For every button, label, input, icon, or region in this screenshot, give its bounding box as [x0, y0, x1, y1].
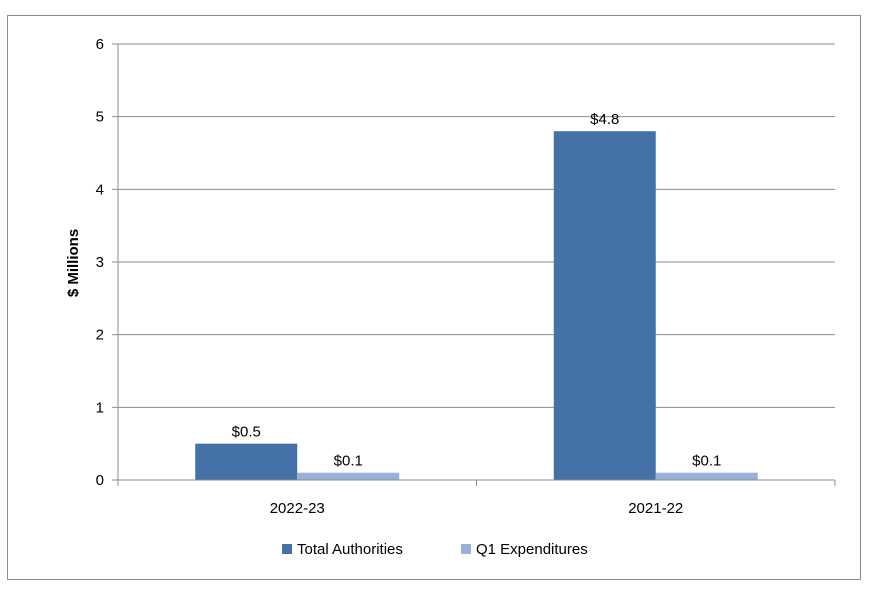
y-tick-label: 6: [96, 36, 104, 53]
legend-label: Total Authorities: [297, 541, 403, 558]
gridlines: [118, 43, 835, 408]
category-label: 2022-23: [270, 500, 325, 517]
data-label: $0.1: [692, 453, 721, 470]
legend-label: Q1 Expenditures: [476, 541, 588, 558]
y-tick-label: 3: [96, 254, 104, 271]
bars: [195, 131, 758, 480]
y-axis-label: $ Millions: [65, 229, 82, 297]
bar: [553, 131, 656, 480]
legend: Total Authorities Q1 Expenditures: [282, 541, 588, 558]
data-label: $4.8: [590, 111, 619, 128]
category-label: 2021-22: [628, 500, 683, 517]
legend-swatch: [461, 544, 471, 554]
y-tick-label: 4: [96, 181, 104, 198]
y-axis-ticks: 0 1 2 3 4 5 6: [96, 36, 118, 489]
y-tick-label: 2: [96, 327, 104, 344]
bar: [297, 472, 400, 480]
data-label: $0.5: [232, 424, 261, 441]
bar: [655, 472, 758, 480]
axes: [117, 44, 836, 486]
data-labels: $0.5 $0.1 $4.8 $0.1: [232, 111, 722, 470]
y-tick-label: 5: [96, 109, 104, 126]
y-tick-label: 0: [96, 472, 104, 489]
data-label: $0.1: [334, 453, 363, 470]
legend-swatch: [282, 544, 292, 554]
bar: [195, 443, 298, 480]
category-labels: 2022-23 2021-22: [270, 500, 684, 517]
chart-frame: [7, 15, 861, 580]
y-tick-label: 1: [96, 399, 104, 416]
